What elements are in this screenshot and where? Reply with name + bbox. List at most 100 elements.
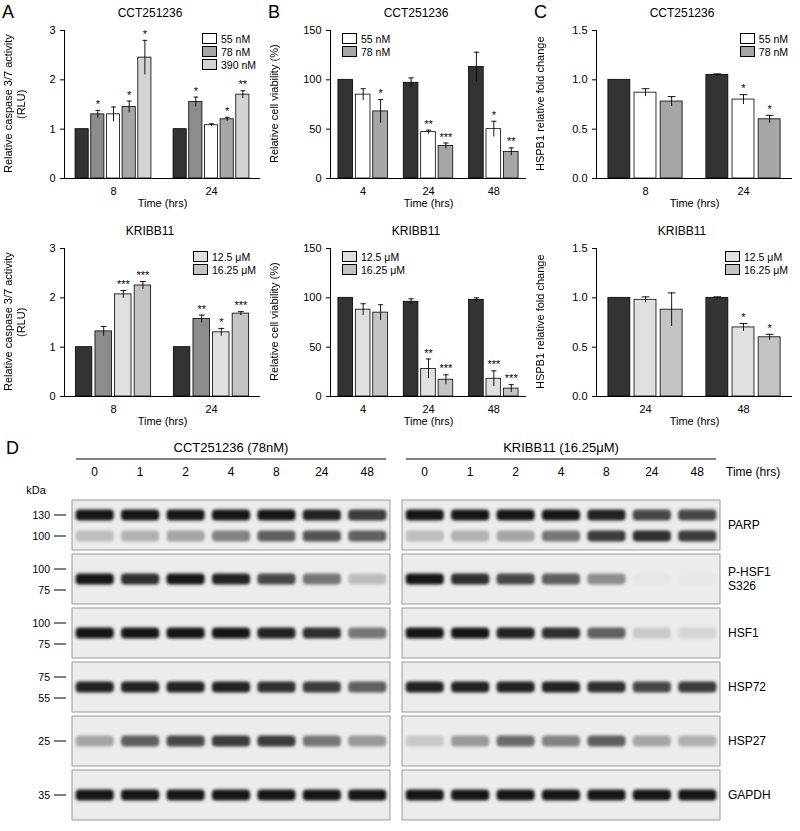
svg-text:**: ** bbox=[424, 118, 433, 130]
svg-text:100: 100 bbox=[32, 617, 50, 629]
svg-text:*: * bbox=[96, 98, 101, 110]
svg-text:*: * bbox=[378, 87, 383, 99]
svg-text:3: 3 bbox=[49, 24, 55, 36]
svg-text:48: 48 bbox=[488, 403, 500, 415]
svg-text:1: 1 bbox=[137, 465, 144, 479]
svg-text:2: 2 bbox=[182, 465, 189, 479]
svg-text:0: 0 bbox=[315, 390, 321, 402]
svg-text:24: 24 bbox=[737, 185, 749, 197]
svg-text:Time (hrs): Time (hrs) bbox=[138, 415, 188, 427]
svg-text:P-HSF1S326: P-HSF1S326 bbox=[728, 565, 771, 593]
svg-text:HSP72: HSP72 bbox=[728, 680, 766, 694]
svg-text:150: 150 bbox=[303, 24, 321, 36]
svg-text:24: 24 bbox=[639, 403, 651, 415]
svg-text:8: 8 bbox=[110, 403, 116, 415]
svg-text:1: 1 bbox=[49, 341, 55, 353]
svg-text:1: 1 bbox=[49, 123, 55, 135]
svg-text:***: *** bbox=[234, 299, 248, 311]
svg-text:*: * bbox=[767, 322, 772, 334]
svg-text:2: 2 bbox=[49, 73, 55, 85]
svg-text:**: ** bbox=[507, 135, 516, 147]
svg-text:100: 100 bbox=[303, 73, 321, 85]
svg-text:24: 24 bbox=[422, 403, 434, 415]
svg-text:Time (hrs): Time (hrs) bbox=[670, 197, 720, 209]
svg-text:35: 35 bbox=[38, 789, 50, 801]
svg-text:24: 24 bbox=[205, 403, 217, 415]
svg-text:Time (hrs): Time (hrs) bbox=[670, 415, 720, 427]
svg-text:*: * bbox=[143, 28, 148, 40]
svg-text:3: 3 bbox=[49, 242, 55, 254]
svg-text:48: 48 bbox=[361, 465, 375, 479]
svg-text:*: * bbox=[741, 82, 746, 94]
svg-text:kDa: kDa bbox=[26, 484, 46, 496]
svg-text:D: D bbox=[6, 438, 19, 458]
svg-text:**: ** bbox=[197, 303, 206, 315]
svg-text:*: * bbox=[127, 89, 132, 101]
svg-text:***: *** bbox=[136, 269, 150, 281]
svg-text:PARP: PARP bbox=[728, 518, 760, 532]
svg-text:*: * bbox=[767, 103, 772, 115]
svg-text:24: 24 bbox=[422, 185, 434, 197]
svg-text:1.0: 1.0 bbox=[572, 73, 587, 85]
svg-text:***: *** bbox=[505, 372, 519, 384]
svg-text:75: 75 bbox=[38, 584, 50, 596]
svg-text:4: 4 bbox=[360, 403, 366, 415]
svg-text:8: 8 bbox=[273, 465, 280, 479]
svg-text:4: 4 bbox=[228, 465, 235, 479]
svg-text:1.5: 1.5 bbox=[572, 242, 587, 254]
svg-text:Time (hrs): Time (hrs) bbox=[404, 415, 454, 427]
svg-text:1.5: 1.5 bbox=[572, 24, 587, 36]
svg-text:0.0: 0.0 bbox=[572, 390, 587, 402]
svg-text:48: 48 bbox=[737, 403, 749, 415]
svg-text:CCT251236 (78nM): CCT251236 (78nM) bbox=[174, 440, 289, 455]
svg-text:**: ** bbox=[239, 78, 248, 90]
svg-text:2: 2 bbox=[512, 465, 519, 479]
svg-text:48: 48 bbox=[691, 465, 705, 479]
svg-text:**: ** bbox=[424, 347, 433, 359]
svg-text:GAPDH: GAPDH bbox=[728, 788, 771, 802]
svg-text:*: * bbox=[194, 85, 199, 97]
svg-text:8: 8 bbox=[642, 185, 648, 197]
svg-text:*: * bbox=[492, 109, 497, 121]
svg-text:0.0: 0.0 bbox=[572, 172, 587, 184]
svg-text:25: 25 bbox=[38, 735, 50, 747]
svg-text:HSF1: HSF1 bbox=[728, 626, 759, 640]
svg-text:4: 4 bbox=[360, 185, 366, 197]
svg-text:8: 8 bbox=[110, 185, 116, 197]
svg-text:8: 8 bbox=[603, 465, 610, 479]
svg-text:0.5: 0.5 bbox=[572, 123, 587, 135]
svg-text:Time (hrs): Time (hrs) bbox=[726, 465, 780, 479]
svg-text:1.0: 1.0 bbox=[572, 291, 587, 303]
svg-text:0: 0 bbox=[49, 390, 55, 402]
svg-text:24: 24 bbox=[645, 465, 659, 479]
svg-text:*: * bbox=[219, 316, 224, 328]
svg-text:Time (hrs): Time (hrs) bbox=[138, 197, 188, 209]
svg-text:*: * bbox=[741, 311, 746, 323]
svg-text:55: 55 bbox=[38, 692, 50, 704]
svg-text:Time (hrs): Time (hrs) bbox=[404, 197, 454, 209]
svg-text:*: * bbox=[225, 105, 230, 117]
svg-text:0: 0 bbox=[421, 465, 428, 479]
svg-text:2: 2 bbox=[49, 291, 55, 303]
svg-text:0.5: 0.5 bbox=[572, 341, 587, 353]
svg-text:4: 4 bbox=[558, 465, 565, 479]
svg-text:50: 50 bbox=[309, 123, 321, 135]
svg-text:48: 48 bbox=[488, 185, 500, 197]
svg-text:***: *** bbox=[440, 362, 454, 374]
svg-text:0: 0 bbox=[49, 172, 55, 184]
svg-text:***: *** bbox=[440, 131, 454, 143]
svg-text:100: 100 bbox=[32, 563, 50, 575]
svg-text:24: 24 bbox=[205, 185, 217, 197]
svg-text:150: 150 bbox=[303, 242, 321, 254]
svg-text:***: *** bbox=[117, 278, 131, 290]
svg-text:HSP27: HSP27 bbox=[728, 734, 766, 748]
svg-text:75: 75 bbox=[38, 671, 50, 683]
svg-text:***: *** bbox=[487, 358, 501, 370]
svg-text:100: 100 bbox=[303, 291, 321, 303]
svg-text:75: 75 bbox=[38, 638, 50, 650]
svg-text:130: 130 bbox=[32, 509, 50, 521]
svg-text:KRIBB11 (16.25μM): KRIBB11 (16.25μM) bbox=[503, 440, 619, 455]
svg-text:100: 100 bbox=[32, 530, 50, 542]
svg-text:24: 24 bbox=[315, 465, 329, 479]
svg-text:0: 0 bbox=[91, 465, 98, 479]
